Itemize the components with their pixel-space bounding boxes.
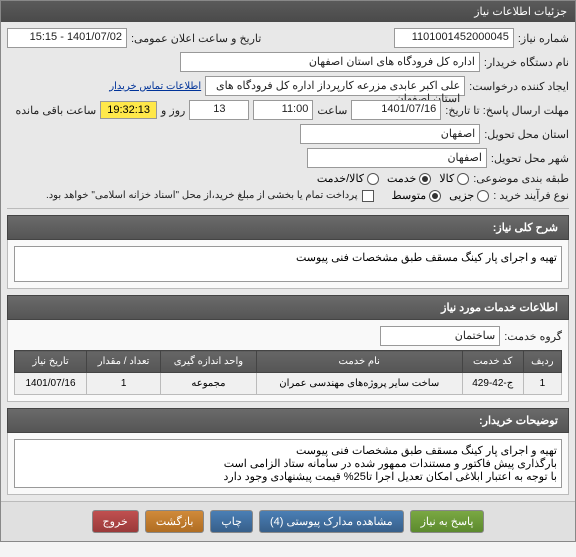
radio-service-label: خدمت <box>387 172 416 185</box>
need-no-label: شماره نیاز: <box>518 32 569 45</box>
td-date: 1401/07/16 <box>15 373 87 395</box>
exit-button[interactable]: خروج <box>92 510 139 533</box>
buyer-desc-body: تهیه و اجرای پار کینگ مسقف طبق مشخصات فن… <box>7 433 569 495</box>
th-qty: تعداد / مقدار <box>87 351 161 373</box>
category-radio-group: کالا خدمت کالا/خدمت <box>317 172 469 185</box>
device-field: اداره کل فرودگاه های استان اصفهان <box>180 52 480 72</box>
radio-goods[interactable]: کالا <box>439 172 469 185</box>
need-no-field: 1101001452000045 <box>394 28 514 48</box>
service-group-label: گروه خدمت: <box>504 330 562 343</box>
partial-payment-label: پرداخت تمام یا بخشی از مبلغ خرید،از محل … <box>46 190 358 201</box>
service-group-field: ساختمان <box>380 326 500 346</box>
partial-payment-checkbox[interactable] <box>362 190 374 202</box>
radio-medium[interactable]: متوسط <box>392 189 442 202</box>
radio-icon <box>419 173 431 185</box>
announce-field: 1401/07/02 - 15:15 <box>7 28 127 48</box>
days-label: روز و <box>161 104 185 117</box>
content-area: شماره نیاز: 1101001452000045 تاریخ و ساع… <box>1 22 575 501</box>
deadline-date-field: 1401/07/16 <box>351 100 441 120</box>
summary-text: تهیه و اجرای پار کینگ مسقف طبق مشخصات فن… <box>14 246 562 282</box>
td-unit: مجموعه <box>161 373 257 395</box>
radio-partial-label: جزیی <box>449 189 474 202</box>
creator-label: ایجاد کننده درخواست: <box>469 80 569 93</box>
radio-icon <box>429 190 441 202</box>
purchase-type-label: نوع فرآیند خرید : <box>493 189 569 202</box>
services-table: ردیف کد خدمت نام خدمت واحد اندازه گیری ت… <box>14 350 562 395</box>
province-label: استان محل تحویل: <box>484 128 569 141</box>
radio-icon <box>367 173 379 185</box>
deadline-label: مهلت ارسال پاسخ: تا تاریخ: <box>445 104 569 117</box>
back-button[interactable]: بازگشت <box>145 510 205 533</box>
remaining-label: ساعت باقی مانده <box>15 104 96 117</box>
purchase-type-radio-group: جزیی متوسط <box>392 189 490 202</box>
divider <box>7 208 569 209</box>
td-name: ساخت سایر پروژه‌های مهندسی عمران <box>256 373 462 395</box>
radio-both[interactable]: کالا/خدمت <box>317 172 379 185</box>
radio-goods-label: کالا <box>439 172 454 185</box>
attachments-button[interactable]: مشاهده مدارک پیوستی (4) <box>259 510 404 533</box>
days-count-field: 13 <box>189 100 249 120</box>
city-label: شهر محل تحویل: <box>491 152 569 165</box>
th-name: نام خدمت <box>256 351 462 373</box>
city-field: اصفهان <box>307 148 487 168</box>
titlebar: جزئیات اطلاعات نیاز <box>1 1 575 22</box>
remaining-time: 19:32:13 <box>100 101 157 119</box>
device-label: نام دستگاه خریدار: <box>484 56 569 69</box>
summary-header: شرح کلی نیاز: <box>7 215 569 240</box>
radio-partial[interactable]: جزیی <box>449 189 489 202</box>
radio-service[interactable]: خدمت <box>387 172 431 185</box>
td-qty: 1 <box>87 373 161 395</box>
summary-body: تهیه و اجرای پار کینگ مسقف طبق مشخصات فن… <box>7 240 569 289</box>
creator-field: علی اکبر عابدی مزرعه کارپرداز اداره کل ف… <box>205 76 465 96</box>
th-date: تاریخ نیاز <box>15 351 87 373</box>
radio-icon <box>457 173 469 185</box>
services-header: اطلاعات خدمات مورد نیاز <box>7 295 569 320</box>
category-label: طبقه بندی موضوعی: <box>473 172 569 185</box>
td-row: 1 <box>523 373 561 395</box>
th-code: کد خدمت <box>462 351 523 373</box>
buyer-desc-text: تهیه و اجرای پار کینگ مسقف طبق مشخصات فن… <box>14 439 562 488</box>
province-field: اصفهان <box>300 124 480 144</box>
contact-link[interactable]: اطلاعات تماس خریدار <box>109 81 201 92</box>
buyer-desc-header: توضیحات خریدار: <box>7 408 569 433</box>
respond-button[interactable]: پاسخ به نیاز <box>410 510 485 533</box>
time-label: ساعت <box>317 104 347 117</box>
announce-label: تاریخ و ساعت اعلان عمومی: <box>131 32 261 45</box>
window-title: جزئیات اطلاعات نیاز <box>474 6 567 18</box>
table-row[interactable]: 1 ج-42-429 ساخت سایر پروژه‌های مهندسی عم… <box>15 373 562 395</box>
th-unit: واحد اندازه گیری <box>161 351 257 373</box>
deadline-time-field: 11:00 <box>253 100 313 120</box>
td-code: ج-42-429 <box>462 373 523 395</box>
radio-both-label: کالا/خدمت <box>317 172 364 185</box>
dialog-window: جزئیات اطلاعات نیاز شماره نیاز: 11010014… <box>0 0 576 542</box>
radio-medium-label: متوسط <box>392 189 427 202</box>
th-row: ردیف <box>523 351 561 373</box>
radio-icon <box>477 190 489 202</box>
print-button[interactable]: چاپ <box>210 510 253 533</box>
button-bar: پاسخ به نیاز مشاهده مدارک پیوستی (4) چاپ… <box>1 501 575 541</box>
services-body: گروه خدمت: ساختمان ردیف کد خدمت نام خدمت… <box>7 320 569 402</box>
